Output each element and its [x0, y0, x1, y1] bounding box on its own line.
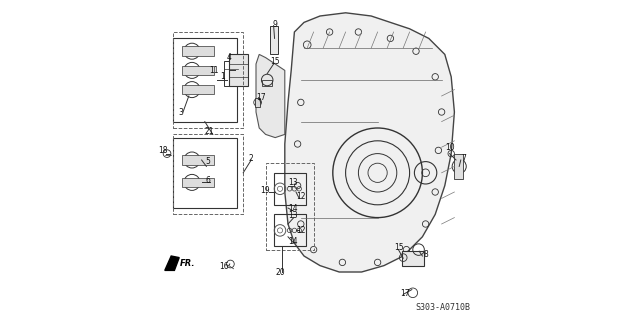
Text: 12: 12	[296, 226, 305, 235]
Text: 14: 14	[288, 237, 298, 246]
Bar	[173, 38, 237, 122]
Text: 18: 18	[159, 146, 168, 155]
Polygon shape	[285, 13, 454, 272]
Text: 5: 5	[205, 157, 210, 166]
Bar	[270, 26, 278, 54]
Text: 8: 8	[423, 250, 428, 259]
Text: 11: 11	[209, 66, 218, 75]
Text: 1: 1	[220, 72, 225, 81]
Text: 12: 12	[296, 192, 305, 201]
Text: FR.: FR.	[180, 259, 195, 268]
Bar	[224, 61, 240, 86]
Bar	[262, 80, 272, 86]
Bar	[173, 138, 237, 208]
Bar	[454, 154, 463, 179]
Polygon shape	[256, 54, 285, 138]
Text: 21: 21	[205, 127, 214, 136]
Text: 10: 10	[445, 143, 454, 152]
Text: 6: 6	[205, 176, 211, 185]
Text: 14: 14	[288, 204, 298, 212]
Text: S303-A0710B: S303-A0710B	[415, 303, 470, 312]
Bar	[182, 66, 214, 75]
Bar	[274, 214, 306, 246]
Bar	[266, 163, 314, 250]
Bar	[182, 155, 214, 165]
Bar	[402, 251, 424, 266]
Text: 16: 16	[219, 262, 229, 271]
Bar	[255, 98, 260, 107]
Text: 4: 4	[227, 53, 231, 62]
Text: 13: 13	[288, 178, 298, 187]
Text: 7: 7	[461, 154, 467, 163]
Bar	[182, 178, 214, 187]
Text: 15: 15	[270, 57, 280, 66]
Bar	[182, 46, 214, 56]
Bar	[173, 134, 243, 214]
Polygon shape	[165, 256, 179, 270]
Text: 13: 13	[288, 212, 298, 220]
Text: 9: 9	[273, 20, 278, 28]
Bar	[173, 32, 243, 128]
Bar	[229, 54, 248, 86]
Text: 2: 2	[249, 154, 253, 163]
Text: 15: 15	[394, 244, 404, 252]
Text: 17: 17	[400, 289, 410, 298]
Bar	[274, 173, 306, 205]
Text: 19: 19	[260, 186, 270, 195]
Bar	[182, 85, 214, 94]
Text: 3: 3	[179, 108, 183, 116]
Text: 17: 17	[256, 93, 266, 102]
Text: 20: 20	[275, 268, 285, 277]
